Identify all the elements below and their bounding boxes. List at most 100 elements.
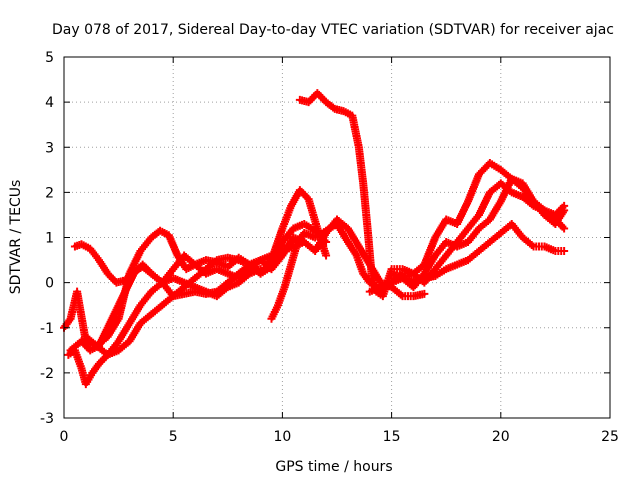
x-axis-label: GPS time / hours <box>275 459 392 475</box>
data-point-trail <box>79 241 93 252</box>
data-point-trail <box>268 303 281 321</box>
data-point-trail <box>313 228 328 241</box>
x-tick-label: 0 <box>60 429 69 445</box>
data-point-trail <box>83 371 96 386</box>
data-point-trail <box>334 216 351 231</box>
data-point <box>420 289 429 298</box>
data-point-trail <box>214 280 230 295</box>
data-point-trail <box>476 216 493 231</box>
data-point-trail <box>475 190 493 217</box>
data-point-trail <box>268 226 286 262</box>
data-point-trail <box>334 221 351 245</box>
y-tick-label: -2 <box>40 366 54 382</box>
data-point-trail <box>73 289 90 344</box>
data-point <box>560 247 569 256</box>
data-point-trail <box>487 199 504 222</box>
data-point-trail <box>359 181 372 231</box>
data-point-trail <box>497 176 515 204</box>
y-axis-label: SDTVAR / TECUs <box>8 180 24 295</box>
data-point-trail <box>348 113 363 149</box>
data-point-trail <box>532 242 546 251</box>
data-point-trail <box>389 284 405 299</box>
grid <box>64 57 610 418</box>
data-point-trail <box>421 253 439 276</box>
data-point-trail <box>345 239 360 258</box>
data-point-trail <box>298 96 311 106</box>
data-point-trail <box>105 339 122 357</box>
data-point <box>560 206 569 215</box>
y-tick-label: 4 <box>45 95 54 111</box>
data-point-trail <box>61 316 74 330</box>
data-point-trail <box>281 262 295 289</box>
y-tick-label: -1 <box>40 321 54 337</box>
data-point-trail <box>73 241 84 250</box>
data-point-trail <box>315 90 329 105</box>
data-point-trail <box>305 197 321 231</box>
data-point-trail <box>114 276 127 287</box>
data-point-trail <box>297 187 311 202</box>
data-point-trail <box>401 292 415 301</box>
chart-title: Day 078 of 2017, Sidereal Day-to-day VTE… <box>52 22 614 38</box>
data-point-trail <box>401 269 415 278</box>
data-point-trail <box>323 99 338 112</box>
data-point-trail <box>374 289 385 299</box>
y-tick-label: 1 <box>45 231 54 247</box>
data-point-trail <box>519 181 537 204</box>
y-tick-label: 0 <box>45 276 54 292</box>
data-point-trail <box>181 253 198 268</box>
data-point-trail <box>138 289 154 308</box>
data-point <box>560 224 569 233</box>
data-point-trail <box>149 280 165 295</box>
data-point-trail <box>454 199 472 226</box>
data-point-trail <box>87 246 102 263</box>
data-point-trail <box>203 257 220 272</box>
data-point-trail <box>432 253 449 272</box>
y-tick-label: 2 <box>45 185 54 201</box>
data-point-trail <box>333 105 346 115</box>
data-point-trail <box>341 108 355 119</box>
y-tick-label: 3 <box>45 140 54 156</box>
data-point-trail <box>279 235 297 258</box>
data-point-trail <box>464 172 483 204</box>
y-tick-label: 5 <box>45 50 54 66</box>
series-track-8 <box>387 174 569 292</box>
data-point-trail <box>433 266 449 279</box>
x-tick-label: 25 <box>601 429 619 445</box>
data-point-trail <box>104 316 122 339</box>
series-track-9 <box>409 219 569 287</box>
data-point-trail <box>465 226 482 245</box>
data-points <box>60 89 569 389</box>
data-point-trail <box>476 239 493 254</box>
series-track-10 <box>81 265 265 359</box>
data-point-trail <box>236 271 252 286</box>
y-tick-label: -3 <box>40 411 54 427</box>
data-point-trail <box>302 221 317 234</box>
data-point-trail <box>158 227 171 239</box>
data-point-trail <box>236 266 252 281</box>
data-point-trail <box>184 261 197 272</box>
data-point-trail <box>421 235 439 267</box>
data-point-trail <box>465 212 482 231</box>
data-point-trail <box>83 334 99 349</box>
data-point-trail <box>432 239 449 258</box>
data-point-trail <box>345 226 362 249</box>
x-tick-label: 20 <box>492 429 510 445</box>
x-tick-label: 15 <box>383 429 401 445</box>
data-point-trail <box>488 160 503 173</box>
series-track-6 <box>295 89 569 301</box>
x-tick-label: 5 <box>169 429 178 445</box>
data-point-trail <box>105 271 119 285</box>
data-point-trail <box>96 257 111 276</box>
data-point-trail <box>363 226 376 280</box>
data-point-trail <box>126 321 144 344</box>
data-point-trail <box>360 271 373 285</box>
data-point-trail <box>520 194 536 209</box>
data-point-trail <box>89 361 102 376</box>
data-point-trail <box>171 284 187 299</box>
data-point-trail <box>432 217 449 240</box>
data-point-trail <box>531 199 547 218</box>
data-point <box>322 251 331 260</box>
data-point-trail <box>149 302 165 317</box>
